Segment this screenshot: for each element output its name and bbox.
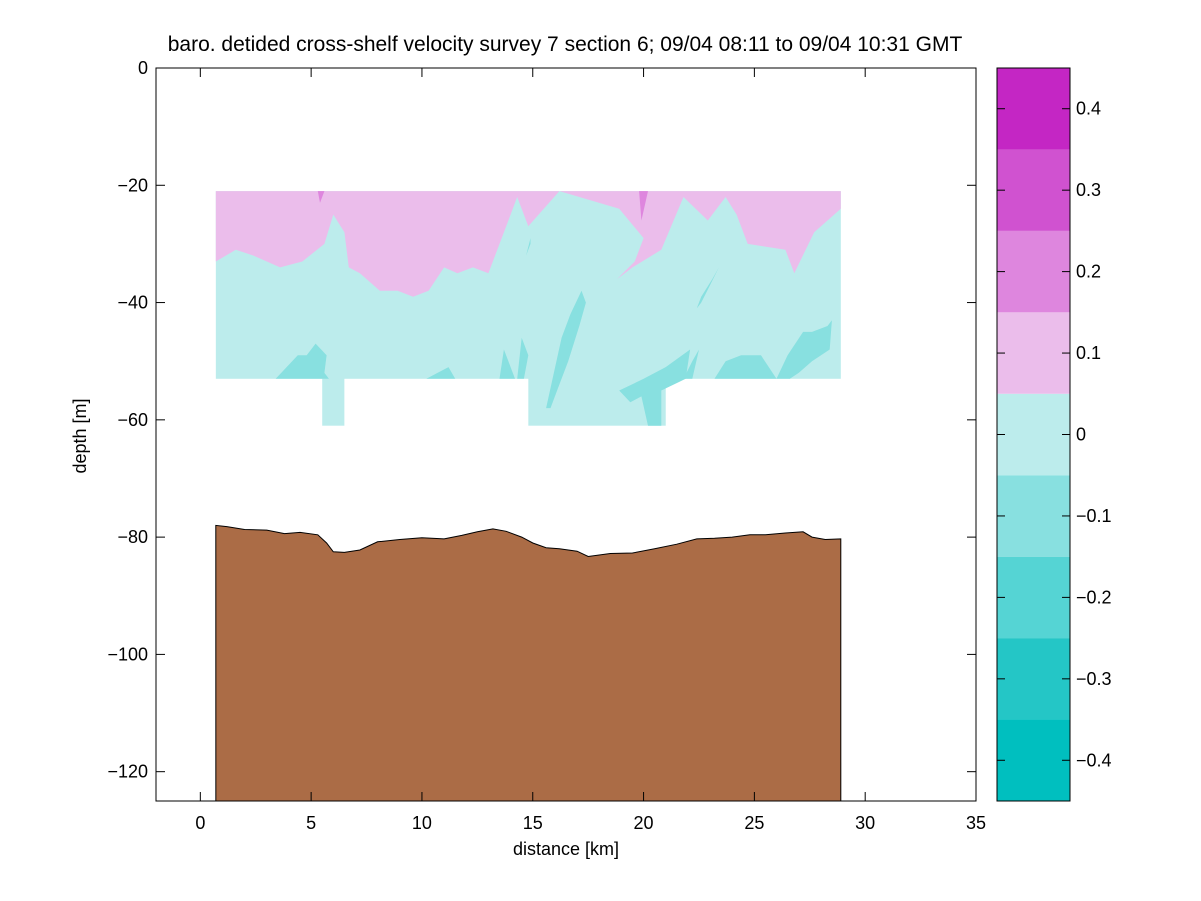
colorbar-swatch (997, 149, 1070, 231)
velocity-contour-region (714, 355, 777, 379)
colorbar-tick-label: 0.1 (1076, 343, 1101, 363)
x-tick-label: 5 (306, 813, 316, 833)
deep-profile-fill (322, 377, 345, 426)
colorbar-swatch (997, 719, 1070, 801)
velocity-contour-region (546, 290, 586, 409)
colorbar-tick-label: 0.3 (1076, 180, 1101, 200)
velocity-contour-region (317, 191, 325, 203)
x-axis: 0 5 10 15 20 25 30 35 (195, 68, 986, 833)
velocity-contour-layer (215, 191, 841, 426)
colorbar-tick-label: 0.4 (1076, 99, 1101, 119)
x-tick-label: 25 (744, 813, 764, 833)
y-tick-label: −100 (107, 644, 148, 664)
colorbar-swatch (997, 638, 1070, 720)
y-tick-label: −60 (117, 410, 148, 430)
seafloor-area (215, 524, 842, 802)
colorbar-swatch (997, 230, 1070, 313)
velocity-contour-region (517, 337, 529, 379)
colorbar-tick-label: −0.3 (1076, 669, 1112, 689)
y-tick-label: 0 (138, 58, 148, 78)
velocity-contour-region (215, 191, 841, 297)
velocity-contour-region (426, 367, 456, 379)
x-tick-label: 10 (412, 813, 432, 833)
colorbar-swatch (997, 312, 1070, 394)
velocity-contour-region (696, 267, 719, 309)
colorbar: 0.4 0.3 0.2 0.1 0 −0.1 −0.2 −0.3 −0.4 (996, 67, 1112, 802)
y-tick-label: −40 (117, 293, 148, 313)
x-tick-label: 0 (195, 813, 205, 833)
colorbar-swatch (997, 393, 1070, 476)
x-tick-label: 15 (523, 813, 543, 833)
velocity-contour-region (683, 349, 699, 379)
plot-frame (155, 67, 977, 802)
y-axis: 0 −20 −40 −60 −80 −100 −120 (107, 58, 976, 782)
colorbar-tick-label: −0.2 (1076, 587, 1112, 607)
y-tick-label: −20 (117, 175, 148, 195)
x-axis-label: distance [km] (513, 839, 619, 859)
colorbar-tick-label: 0.2 (1076, 262, 1101, 282)
velocity-contour-region (275, 343, 329, 379)
colorbar-swatch (997, 556, 1070, 639)
plot-area: 0 5 10 15 20 25 30 35 0 −20 −40 −60 −80 −100 −120 (107, 58, 986, 833)
y-axis-label: depth [m] (70, 398, 90, 473)
colorbar-swatch (997, 475, 1070, 557)
x-tick-label: 30 (855, 813, 875, 833)
colorbar-tick-label: −0.4 (1076, 750, 1112, 770)
velocity-contour-region (619, 349, 691, 426)
chart-title: baro. detided cross-shelf velocity surve… (168, 33, 963, 56)
y-tick-label: −120 (107, 762, 148, 782)
velocity-contour-region (526, 238, 531, 256)
velocity-contour-region (499, 349, 515, 379)
x-tick-label: 20 (634, 813, 654, 833)
colorbar-swatch (997, 68, 1070, 150)
x-tick-label: 35 (966, 813, 986, 833)
velocity-contour-region (776, 320, 832, 379)
y-tick-label: −80 (117, 527, 148, 547)
colorbar-tick-label: −0.1 (1076, 506, 1112, 526)
velocity-contour-region (639, 191, 648, 221)
colorbar-tick-label: 0 (1076, 425, 1086, 445)
